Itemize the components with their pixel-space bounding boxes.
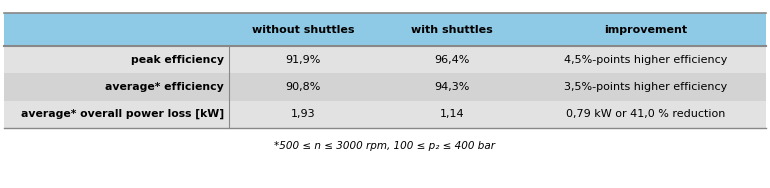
Bar — [4, 13, 229, 46]
Text: 1,14: 1,14 — [440, 109, 464, 119]
Text: without shuttles: without shuttles — [252, 25, 354, 35]
Bar — [4, 73, 229, 101]
Bar — [229, 101, 377, 128]
Bar — [4, 101, 229, 128]
Bar — [377, 13, 526, 46]
Bar — [526, 73, 766, 101]
Bar — [526, 101, 766, 128]
Text: 96,4%: 96,4% — [434, 55, 470, 65]
Bar — [229, 73, 377, 101]
Bar — [377, 101, 526, 128]
Text: average* overall power loss [kW]: average* overall power loss [kW] — [21, 109, 224, 119]
Bar — [526, 46, 766, 73]
Text: 3,5%-points higher efficiency: 3,5%-points higher efficiency — [564, 82, 728, 92]
Bar — [229, 46, 377, 73]
Text: average* efficiency: average* efficiency — [105, 82, 224, 92]
Bar — [4, 46, 229, 73]
Text: with shuttles: with shuttles — [411, 25, 493, 35]
Text: 1,93: 1,93 — [291, 109, 316, 119]
Text: 91,9%: 91,9% — [286, 55, 321, 65]
Text: 94,3%: 94,3% — [434, 82, 470, 92]
Text: improvement: improvement — [604, 25, 688, 35]
Text: 90,8%: 90,8% — [286, 82, 321, 92]
Text: peak efficiency: peak efficiency — [131, 55, 224, 65]
Text: 0,79 kW or 41,0 % reduction: 0,79 kW or 41,0 % reduction — [567, 109, 726, 119]
Text: 4,5%-points higher efficiency: 4,5%-points higher efficiency — [564, 55, 728, 65]
Bar — [377, 73, 526, 101]
Bar — [377, 46, 526, 73]
Bar — [229, 13, 377, 46]
Text: *500 ≤ n ≤ 3000 rpm, 100 ≤ p₂ ≤ 400 bar: *500 ≤ n ≤ 3000 rpm, 100 ≤ p₂ ≤ 400 bar — [274, 141, 496, 151]
Bar — [526, 13, 766, 46]
